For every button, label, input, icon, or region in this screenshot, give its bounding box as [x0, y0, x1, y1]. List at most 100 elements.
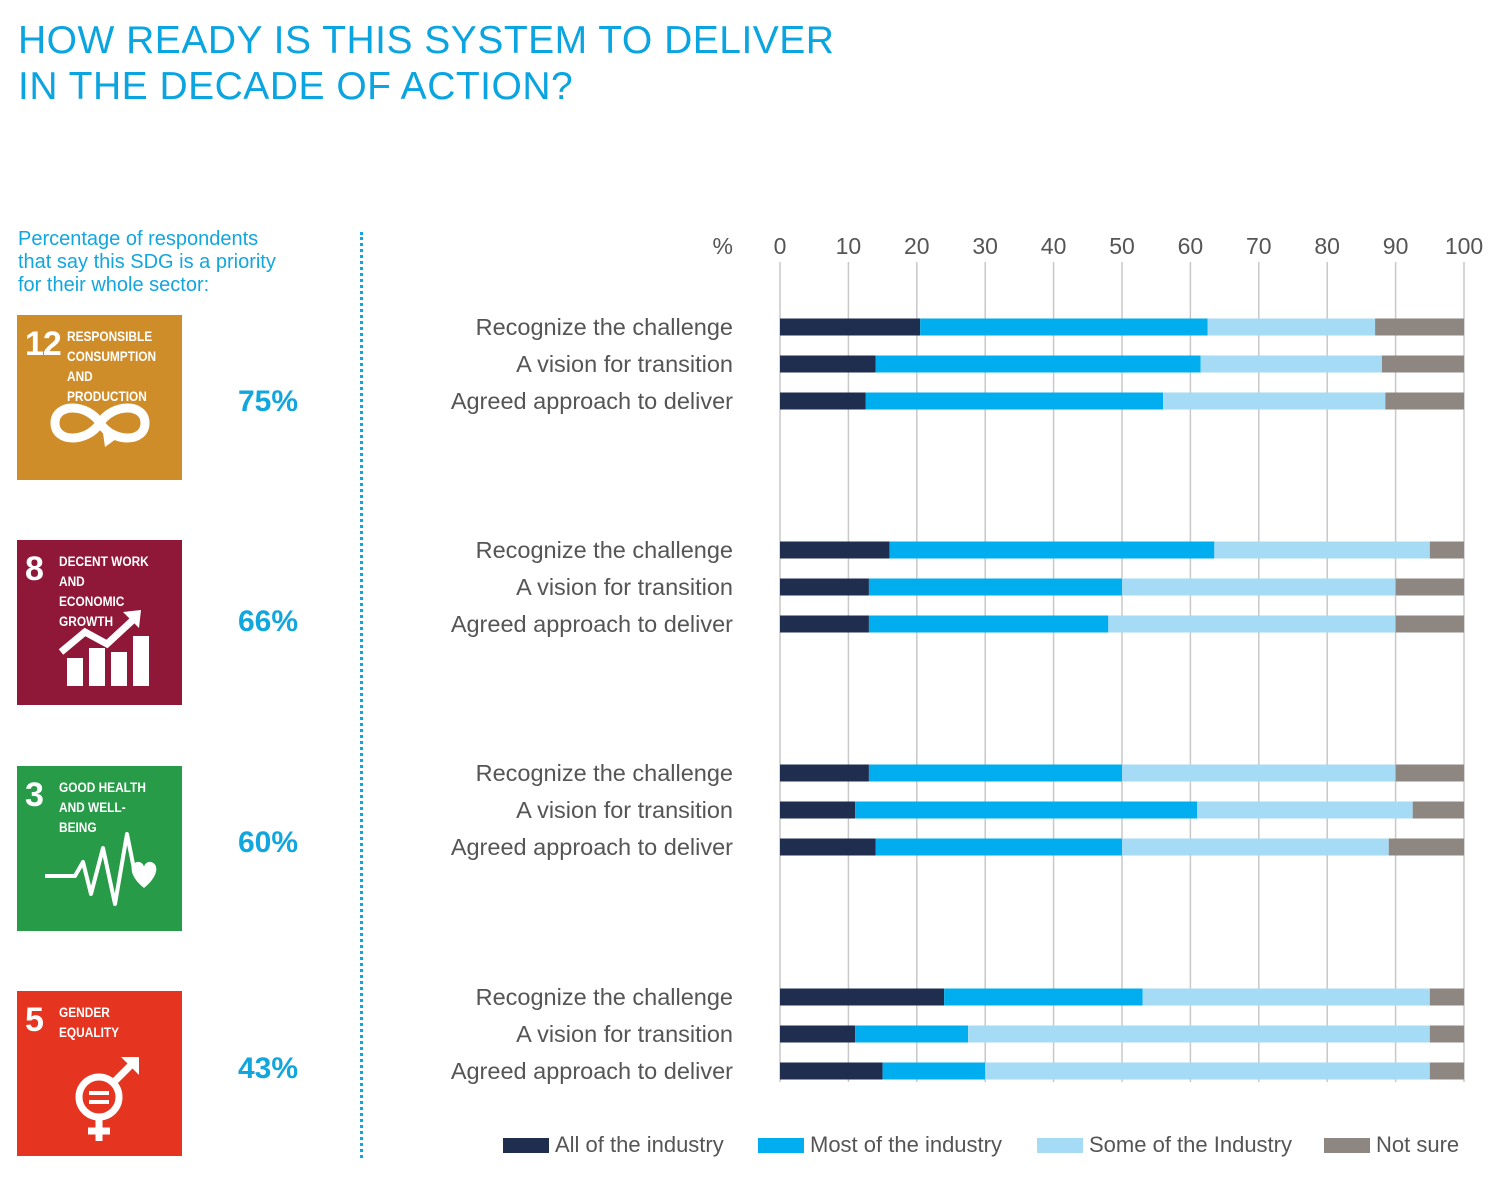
bar-segment-notsure [1429, 1062, 1464, 1080]
row-label: A vision for transition [516, 574, 733, 600]
legend-item-most: Most of the industry [758, 1132, 1002, 1158]
bar-segment-all [780, 1025, 856, 1043]
bar-segment-notsure [1395, 615, 1464, 633]
bar-segment-notsure [1388, 838, 1464, 856]
row-label: Agreed approach to deliver [451, 1058, 733, 1084]
row-label: Agreed approach to deliver [451, 611, 733, 637]
bar-segment-some [1122, 764, 1396, 782]
bar-segment-all [780, 392, 866, 410]
sdg-title-line: AND WELL-BEING [59, 800, 126, 835]
sdg-number: 12 [25, 325, 62, 363]
caption-line-1: Percentage of respondents [18, 228, 259, 250]
bar-segment-most [855, 801, 1198, 819]
row-label: A vision for transition [516, 797, 733, 823]
x-tick-label: 80 [1314, 233, 1340, 259]
bar-segment-most [868, 578, 1122, 596]
bar-segment-most [875, 355, 1201, 373]
legend-label: Some of the Industry [1089, 1132, 1292, 1157]
sdg-number: 8 [25, 550, 44, 588]
bar-segment-all [780, 578, 869, 596]
sdg-12-priority-percent: 75% [238, 385, 299, 418]
bar-segment-notsure [1381, 355, 1464, 373]
title-line-1: HOW READY IS THIS SYSTEM TO DELIVER [18, 19, 835, 62]
bar-segment-notsure [1429, 541, 1464, 559]
caption-line-2: that say this SDG is a priority [18, 251, 276, 273]
sdg-3-tile: 3 GOOD HEALTH AND WELL-BEING [17, 766, 182, 931]
bar-segment-notsure [1429, 988, 1464, 1006]
bar-segment-some [1200, 355, 1382, 373]
x-tick-label: 50 [1109, 233, 1135, 259]
sdg-title: GENDER EQUALITY [59, 1003, 158, 1043]
legend-label: Not sure [1376, 1132, 1460, 1157]
bar-segment-some [1207, 318, 1376, 336]
legend-item-some: Some of the Industry [1037, 1132, 1292, 1158]
sdg-title: DECENT WORK AND ECONOMIC GROWTH [59, 552, 158, 632]
bar-segment-most [868, 764, 1122, 782]
bar-segment-most [889, 541, 1215, 559]
sdg-title-line: EQUALITY [59, 1025, 120, 1040]
x-tick-label: 20 [904, 233, 930, 259]
sdg-title-line: GOOD HEALTH [59, 780, 146, 795]
bar-segment-most [855, 1025, 969, 1043]
x-tick-label: 40 [1041, 233, 1067, 259]
row-label: Agreed approach to deliver [451, 388, 733, 414]
sdg-title: RESPONSIBLE CONSUMPTION AND PRODUCTION [67, 327, 166, 407]
sdg-title: GOOD HEALTH AND WELL-BEING [59, 778, 158, 838]
bar-segment-some [1142, 988, 1430, 1006]
row-label: Agreed approach to deliver [451, 834, 733, 860]
bar-segment-all [780, 1062, 883, 1080]
x-tick-label: 0 [774, 233, 787, 259]
legend-item-notsure: Not sure [1324, 1132, 1459, 1158]
bar-segment-some [1214, 541, 1430, 559]
row-label: A vision for transition [516, 1021, 733, 1047]
bar-segment-most [944, 988, 1143, 1006]
growth-chart-icon [58, 610, 149, 686]
bar-segment-notsure [1412, 801, 1464, 819]
sdg-title-line: GENDER [59, 1005, 110, 1020]
priority-caption: Percentage of respondents that say this … [18, 228, 338, 297]
bar-segment-notsure [1375, 318, 1464, 336]
title-line-2: IN THE DECADE OF ACTION? [18, 65, 574, 108]
dotted-divider [360, 232, 363, 1158]
bar-segment-all [780, 318, 921, 336]
bar-segment-most [868, 615, 1109, 633]
row-label: Recognize the challenge [476, 760, 733, 786]
bar-segment-notsure [1395, 578, 1464, 596]
row-label: Recognize the challenge [476, 314, 733, 340]
bar-segment-all [780, 764, 869, 782]
sdg-number: 3 [25, 776, 44, 814]
bar-segment-notsure [1429, 1025, 1464, 1043]
sdg-title-line: CONSUMPTION [67, 349, 157, 364]
sdg-title-line: RESPONSIBLE [67, 329, 153, 344]
row-label: A vision for transition [516, 351, 733, 377]
bar-segment-all [780, 801, 856, 819]
legend-swatch [758, 1137, 804, 1153]
bar-segment-most [875, 838, 1122, 856]
sdg-12-tile: 12 RESPONSIBLE CONSUMPTION AND PRODUCTIO… [17, 315, 182, 480]
row-label: Recognize the challenge [476, 984, 733, 1010]
sdg-title-line: DECENT WORK AND [59, 554, 149, 589]
x-tick-label: 60 [1178, 233, 1204, 259]
legend-item-all: All of the industry [503, 1132, 724, 1158]
bar-segment-some [1163, 392, 1386, 410]
x-tick-label: 30 [972, 233, 998, 259]
heartbeat-icon [45, 832, 157, 906]
infinity-icon [50, 403, 150, 447]
bar-segment-notsure [1395, 764, 1464, 782]
bar-segment-some [1108, 615, 1396, 633]
bar-segment-all [780, 541, 890, 559]
axis-unit-label: % [713, 233, 733, 259]
sdg-number: 5 [25, 1001, 44, 1039]
legend-swatch [1037, 1137, 1083, 1153]
x-tick-label: 70 [1246, 233, 1272, 259]
bar-segment-all [780, 615, 869, 633]
bar-segment-most [920, 318, 1208, 336]
caption-line-3: for their whole sector: [18, 274, 210, 296]
sdg-8-priority-percent: 66% [238, 605, 299, 638]
bar-segment-all [780, 355, 876, 373]
bar-segment-all [780, 838, 876, 856]
page-title: HOW READY IS THIS SYSTEM TO DELIVER IN T… [18, 18, 918, 110]
bar-segment-all [780, 988, 945, 1006]
bar-segment-some [1122, 838, 1389, 856]
bar-segment-most [865, 392, 1164, 410]
